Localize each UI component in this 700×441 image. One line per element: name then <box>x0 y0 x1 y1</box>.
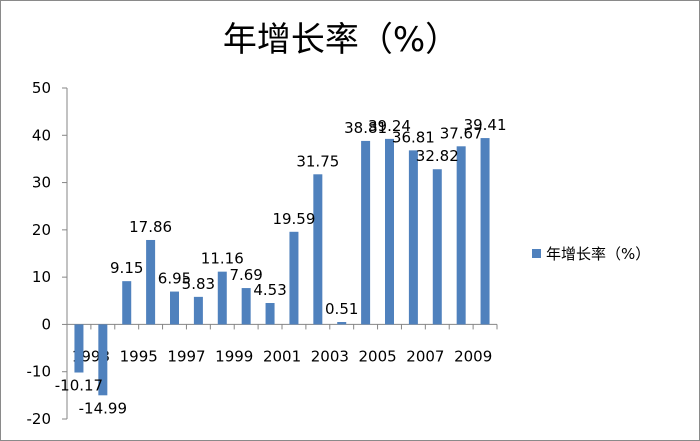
x-tick-label: 2001 <box>263 347 301 365</box>
legend-label: 年增长率（%） <box>546 245 650 263</box>
y-tick-label: 20 <box>32 221 51 239</box>
bar <box>265 303 275 325</box>
legend: 年增长率（%） <box>532 245 650 263</box>
data-label: 6.95 <box>158 270 191 288</box>
x-tick-label: 2007 <box>406 347 444 365</box>
bar <box>337 322 347 325</box>
data-label: -10.17 <box>55 377 103 395</box>
y-tick-label: -10 <box>27 363 52 381</box>
data-label: 9.15 <box>110 259 143 277</box>
data-label: 36.81 <box>392 128 435 146</box>
bar <box>193 296 203 325</box>
y-tick-label: 0 <box>41 315 51 333</box>
bar <box>98 324 108 396</box>
bars-group <box>74 138 490 396</box>
data-label: 19.59 <box>272 210 315 228</box>
bar <box>122 281 132 325</box>
bar <box>385 138 394 325</box>
data-label: 39.24 <box>368 117 411 135</box>
y-tick-label: 50 <box>32 79 51 97</box>
bar <box>146 239 156 325</box>
data-label: -14.99 <box>79 399 127 417</box>
bar <box>74 324 84 373</box>
y-tick-label: 40 <box>32 126 51 144</box>
bar <box>241 288 251 325</box>
data-label: 32.82 <box>416 147 459 165</box>
y-tick-label: 30 <box>32 174 51 192</box>
data-label: 31.75 <box>296 152 339 170</box>
x-tick-label: 2003 <box>311 347 349 365</box>
chart-title: 年增长率（%） <box>223 20 459 60</box>
bar <box>408 150 418 325</box>
bar <box>170 291 179 325</box>
data-label: 11.16 <box>201 250 244 268</box>
y-tick-label: -20 <box>27 410 52 428</box>
data-label: 37.67 <box>440 124 483 142</box>
x-tick-label: 2005 <box>359 347 397 365</box>
data-label: 5.83 <box>182 275 215 293</box>
bar <box>289 231 299 325</box>
data-label: 39.41 <box>464 116 507 134</box>
x-tick-label: 1999 <box>215 347 253 365</box>
bar <box>456 146 466 325</box>
x-tick-label: 1997 <box>167 347 205 365</box>
data-label: 0.51 <box>325 300 358 318</box>
data-label: 4.53 <box>253 281 286 299</box>
bar <box>480 138 490 325</box>
data-label: 17.86 <box>129 218 172 236</box>
bar <box>361 140 371 325</box>
data-labels-group: -10.17 -14.99 9.15 17.86 6.955.83 11.167.694.… <box>55 116 507 417</box>
x-tick-label: 1995 <box>120 347 158 365</box>
legend-swatch <box>532 249 541 258</box>
y-tick-label: 10 <box>32 268 51 286</box>
bar <box>217 271 227 325</box>
x-tick-label: 2009 <box>454 347 492 365</box>
data-label: 38.81 <box>344 119 387 137</box>
data-label: 7.69 <box>229 266 262 284</box>
bar <box>313 174 323 325</box>
bar <box>432 169 442 325</box>
